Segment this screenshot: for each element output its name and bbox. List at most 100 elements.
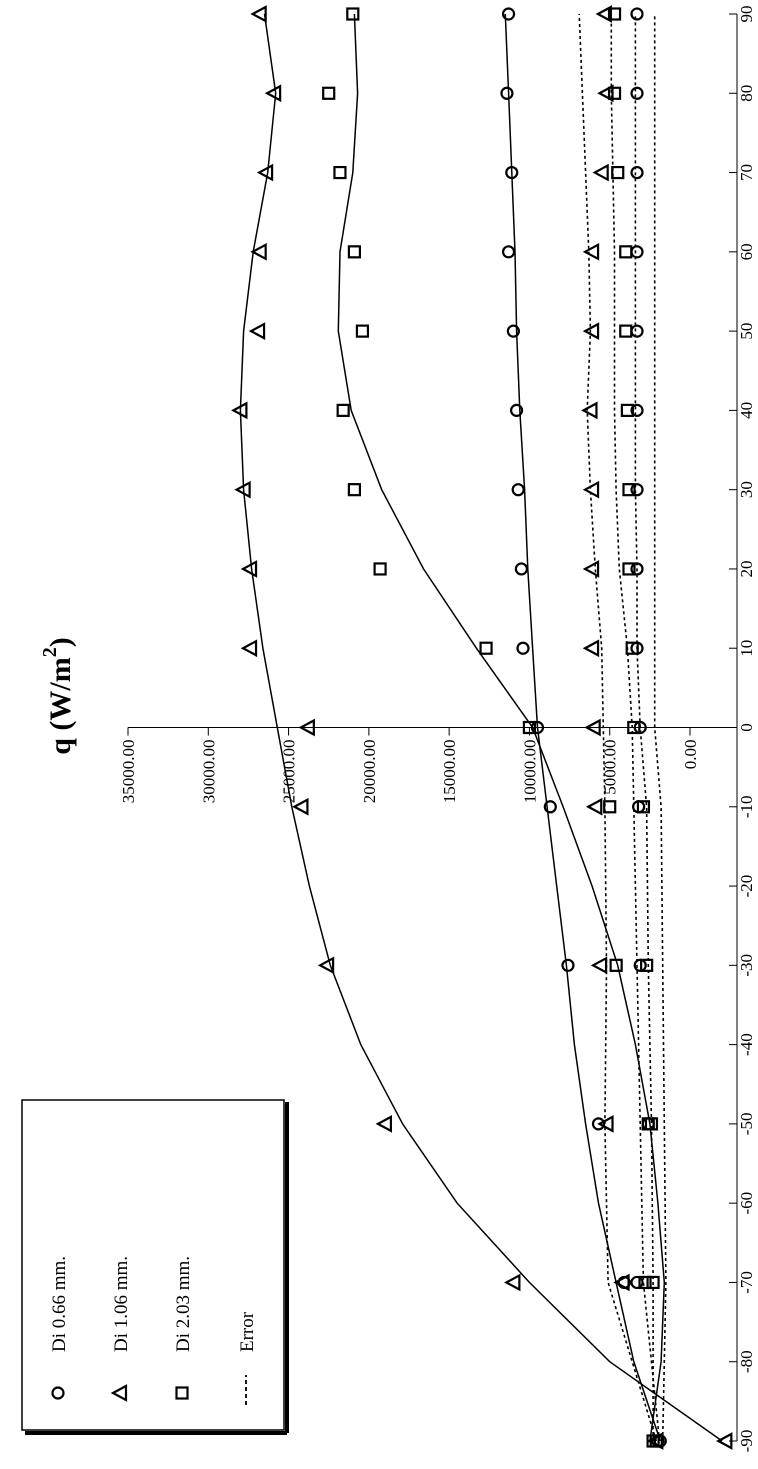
series-point [500,86,514,100]
series-fit-line [337,13,666,1442]
error-point [633,958,647,972]
series-point [716,1432,733,1450]
error-point [582,639,600,658]
x-tick-label: 10 [737,640,756,657]
series-point [501,7,516,21]
series-point [638,1275,652,1290]
series-point [636,800,651,814]
x-tick-label: -80 [737,1350,756,1373]
series-point [250,242,267,261]
x-tick-label: -30 [737,954,756,977]
series-point [322,86,336,100]
x-tick-label: 60 [737,243,756,260]
series-point [501,245,516,259]
error-point [607,7,622,21]
legend-items: Di 0.66 mm. Di 1.06 mm. Di 2.03 mm. Error [49,1256,258,1405]
series-layer [231,5,733,1450]
series-point [509,403,524,417]
x-tick-label: -20 [737,875,756,898]
error-point [585,797,603,816]
error-point [609,958,623,972]
y-tick-label: 20000.00 [360,740,379,804]
x-tick-label: -10 [737,795,756,818]
x-tick-label: 50 [737,323,756,340]
series-point [298,718,315,737]
error-point [625,641,639,655]
error-dashed-line [634,14,654,1441]
y-tick-label: 5000.00 [601,740,620,795]
x-tick-label: 20 [737,560,756,577]
legend-label: Di 1.06 mm. [111,1256,132,1352]
error-point [630,86,644,100]
error-point [597,1115,614,1133]
series-3 [578,5,667,1450]
series-point [231,401,248,420]
y-axis-title-tail: ) [44,637,77,647]
x-tick-label: -70 [737,1271,756,1294]
error-point [630,324,644,338]
legend-item: Di 1.06 mm. [110,1256,132,1402]
legend-item: Error [237,1311,258,1405]
series-point [347,245,362,259]
series-point [347,483,362,497]
y-axis-title: q (W/m2) [39,637,77,755]
error-point [630,245,644,259]
x-tick-label: 30 [737,481,756,498]
x-tick-label: -90 [737,1430,756,1453]
axes: -90 -80 -70 -60 -50 -40 -30 -20 -10 0 10 20 30 40 50 60… [119,6,756,1453]
error-point [595,5,612,23]
error-point [607,86,622,100]
series-point [373,562,387,576]
error-point [630,165,644,180]
error-point [630,483,644,497]
series-point [514,562,529,576]
series-point [640,958,654,972]
legend-label: Di 2.03 mm. [173,1256,194,1352]
error-point [646,1434,660,1448]
legend [21,1099,289,1435]
series-point [256,163,274,182]
series-point [240,639,258,658]
y-tick-label: 0.00 [681,740,700,770]
x-tick-label: 90 [737,6,756,23]
legend-frame [21,1099,285,1431]
x-tick-label: -60 [737,1192,756,1215]
series-point [511,483,525,497]
series-point [250,5,267,23]
error-point [630,1275,644,1290]
series-1 [231,5,733,1450]
series-2 [322,7,666,1448]
error-point [582,560,600,578]
error-point [620,403,634,417]
error-point [597,84,614,103]
error-point [582,480,600,499]
error-point [619,324,633,338]
series-point [333,165,347,180]
series-point [479,641,493,655]
error-point [622,562,636,576]
series-0 [500,7,667,1448]
error-point [584,718,601,737]
series-point [543,800,557,814]
series-point [505,165,519,180]
error-point [646,1432,664,1450]
y-axis-title-main: q (W/m [44,657,77,755]
y-tick-label: 15000.00 [440,740,459,804]
error-point [644,1117,659,1131]
x-tick-label: 0 [737,723,756,732]
series-point [248,322,266,340]
error-point [590,956,608,975]
x-tick-label: -50 [737,1113,756,1136]
series-point [317,956,335,975]
series-point [375,1115,393,1133]
error-point [582,322,600,340]
error-point [641,1117,655,1131]
error-point [630,562,644,576]
x-tick-label: -40 [737,1033,756,1056]
series-point [504,1273,521,1292]
error-point [630,7,644,21]
legend-marker [110,1384,128,1402]
y-tick-label: 35000.00 [119,740,138,804]
x-tick-label: 70 [737,164,756,181]
